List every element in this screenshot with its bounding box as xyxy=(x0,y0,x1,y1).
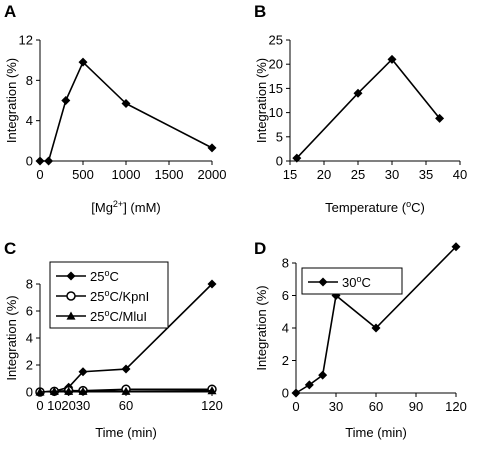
y-tick-label-C: 0 xyxy=(26,385,33,400)
legend-box-D xyxy=(301,267,403,295)
x-tick-label-B: 15 xyxy=(283,167,297,182)
data-point-D-0 xyxy=(318,370,328,380)
x-axis-label-C: Time (min) xyxy=(95,425,157,440)
legend-label-C-2: 25oC/MluI xyxy=(90,308,147,324)
panel-letter-C: C xyxy=(4,239,16,258)
y-tick-label-D: 2 xyxy=(282,353,289,368)
x-tick-label-D: 90 xyxy=(409,399,423,414)
series-line-B-0 xyxy=(296,58,441,159)
y-axis-label-B: Integration (%) xyxy=(254,58,269,143)
x-tick-label-D: 0 xyxy=(292,399,299,414)
x-tick-label-C: 0 xyxy=(36,398,43,413)
y-tick-label-B: 0 xyxy=(276,154,283,169)
x-tick-label-B: 35 xyxy=(419,167,433,182)
x-tick-label-A: 2000 xyxy=(198,167,227,182)
data-point-A-0 xyxy=(207,143,217,153)
data-point-A-0 xyxy=(121,99,131,109)
data-point-C-0 xyxy=(121,364,131,374)
legend-label-D-0: 30oC xyxy=(342,274,371,290)
legend-marker-C-0 xyxy=(66,271,76,281)
data-point-D-0 xyxy=(304,380,314,390)
x-tick-label-C: 120 xyxy=(201,398,223,413)
panel-letter-D: D xyxy=(254,239,266,258)
y-tick-label-A: 12 xyxy=(19,33,33,48)
data-point-A-0 xyxy=(44,156,54,166)
panel-letter-A: A xyxy=(4,2,16,21)
x-tick-label-A: 0 xyxy=(36,167,43,182)
data-point-C-2 xyxy=(78,386,88,395)
x-tick-label-D: 120 xyxy=(445,399,467,414)
legend-marker-D-0 xyxy=(318,277,328,287)
x-tick-label-C: 60 xyxy=(119,398,133,413)
data-point-C-0 xyxy=(78,367,88,377)
y-tick-label-C: 6 xyxy=(26,304,33,319)
data-point-C-2 xyxy=(121,386,131,395)
y-tick-label-B: 10 xyxy=(269,105,283,120)
x-axis-label-D: Time (min) xyxy=(345,425,407,440)
y-tick-label-B: 15 xyxy=(269,81,283,96)
data-point-D-0 xyxy=(451,242,461,252)
y-tick-label-D: 8 xyxy=(282,256,289,271)
y-axis-label-A: Integration (%) xyxy=(4,58,19,143)
data-point-C-2 xyxy=(35,387,45,396)
y-tick-label-B: 20 xyxy=(269,57,283,72)
data-point-B-0 xyxy=(353,88,363,98)
x-tick-label-C: 20 xyxy=(61,398,75,413)
data-point-C-2 xyxy=(207,386,217,395)
data-point-C-0 xyxy=(207,279,217,289)
legend-marker-C-2 xyxy=(66,311,76,320)
data-point-D-0 xyxy=(291,388,301,398)
data-point-A-0 xyxy=(61,96,71,105)
x-tick-label-D: 30 xyxy=(329,399,343,414)
series-line-A-0 xyxy=(40,60,213,162)
y-tick-label-D: 4 xyxy=(282,321,289,336)
x-tick-label-B: 20 xyxy=(317,167,331,182)
y-axis-label-C: Integration (%) xyxy=(4,295,19,380)
x-tick-label-A: 500 xyxy=(72,167,94,182)
y-tick-label-C: 4 xyxy=(26,331,33,346)
legend-label-C-1: 25oC/KpnI xyxy=(90,288,149,304)
data-point-D-0 xyxy=(371,323,381,333)
x-tick-label-A: 1500 xyxy=(155,167,184,182)
data-point-C-2 xyxy=(49,386,59,395)
x-axis-label-B: Temperature (oC) xyxy=(325,199,425,215)
x-tick-label-B: 25 xyxy=(351,167,365,182)
x-axis-label-A: [Mg2+] (mM) xyxy=(91,199,160,215)
x-tick-label-C: 10 xyxy=(47,398,61,413)
x-tick-label-A: 1000 xyxy=(112,167,141,182)
legend-label-C-0: 25oC xyxy=(90,268,119,284)
y-axis-label-D: Integration (%) xyxy=(254,285,269,370)
y-tick-label-A: 4 xyxy=(26,113,33,128)
y-tick-label-A: 8 xyxy=(26,73,33,88)
x-tick-label-B: 30 xyxy=(385,167,399,182)
y-tick-label-A: 0 xyxy=(26,154,33,169)
y-tick-label-B: 5 xyxy=(276,129,283,144)
x-tick-label-C: 30 xyxy=(76,398,90,413)
data-point-B-0 xyxy=(435,113,445,123)
data-point-A-0 xyxy=(78,57,88,67)
y-tick-label-B: 25 xyxy=(269,33,283,48)
data-point-C-2 xyxy=(64,386,74,395)
y-tick-label-C: 8 xyxy=(26,277,33,292)
legend-marker-C-1 xyxy=(66,291,76,301)
data-point-B-0 xyxy=(292,153,302,163)
data-point-B-0 xyxy=(387,54,397,64)
x-tick-label-B: 40 xyxy=(453,167,467,182)
data-point-A-0 xyxy=(35,156,45,166)
y-tick-label-C: 2 xyxy=(26,358,33,373)
y-tick-label-D: 6 xyxy=(282,288,289,303)
panel-letter-B: B xyxy=(254,2,266,21)
y-tick-label-D: 0 xyxy=(282,386,289,401)
x-tick-label-D: 60 xyxy=(369,399,383,414)
